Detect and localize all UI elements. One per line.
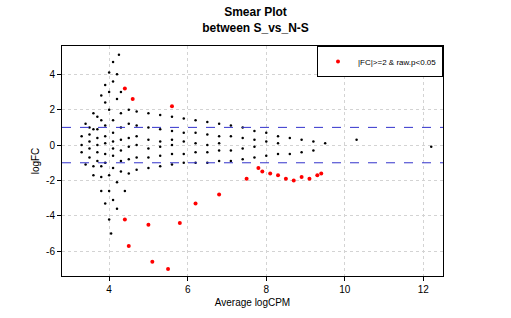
svg-text:12: 12: [418, 284, 430, 295]
svg-text:0: 0: [49, 140, 55, 151]
svg-text:-4: -4: [46, 210, 55, 221]
svg-text:8: 8: [263, 284, 269, 295]
svg-text:2: 2: [49, 104, 55, 115]
svg-text:-6: -6: [46, 246, 55, 257]
svg-text:|FC|>=2 & raw.p<0.05: |FC|>=2 & raw.p<0.05: [358, 58, 436, 67]
svg-text:6: 6: [185, 284, 191, 295]
svg-text:Smear Plotbetween S_vs_N-S: Smear Plotbetween S_vs_N-S: [202, 5, 309, 35]
svg-text:-2: -2: [46, 175, 55, 186]
svg-text:4: 4: [106, 284, 112, 295]
svg-text:4: 4: [49, 69, 55, 80]
svg-text:10: 10: [339, 284, 351, 295]
svg-text:logFC: logFC: [30, 148, 41, 175]
svg-text:Average logCPM: Average logCPM: [215, 297, 290, 308]
